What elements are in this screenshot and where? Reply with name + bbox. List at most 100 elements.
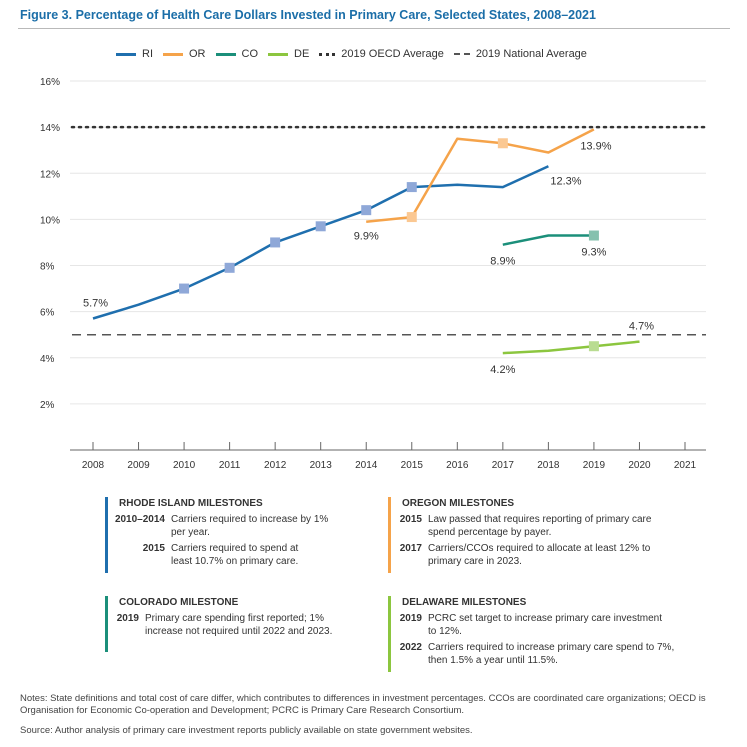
y-tick-label: 16% (40, 77, 60, 88)
legend-or-swatch (163, 52, 183, 56)
y-tick-label: 12% (40, 169, 60, 180)
or-milestone-1-year: 2015 (399, 514, 422, 525)
or-milestone-1-text: Law passed that requires reporting of pr… (428, 514, 652, 538)
ri-data-marker (179, 283, 190, 294)
ri-milestone-1-year: 2010–2014 (114, 514, 165, 525)
co-milestone-1-text: Primary care spending first reported; 1%… (145, 613, 333, 637)
ri-data-marker (224, 262, 235, 273)
data-label: 13.9% (580, 140, 611, 152)
ri-milestone-1-text: Carriers required to increase by 1% per … (171, 514, 329, 538)
ri-data-marker (270, 237, 281, 248)
ri-series-line (92, 165, 549, 320)
de-milestone-1-year: 2019 (399, 613, 422, 624)
x-tick-label: 2009 (127, 460, 150, 471)
figure-title: Figure 3. Percentage of Health Care Doll… (20, 8, 596, 22)
or-data-marker (497, 138, 508, 149)
data-label: 8.9% (490, 256, 515, 268)
legend-de: DE (268, 48, 309, 60)
de-milestones-bar (388, 596, 391, 672)
or-milestone-2-text: Carriers/CCOs required to allocate at le… (428, 543, 651, 567)
legend-or-label: OR (189, 48, 206, 60)
co-milestones: COLORADO MILESTONE 2019 Primary care spen… (105, 596, 355, 652)
x-tick-label: 2010 (173, 460, 196, 471)
y-tick-label: 4% (40, 354, 55, 365)
x-tick-label: 2017 (492, 460, 515, 471)
y-tick-label: 10% (40, 215, 60, 226)
data-label: 9.3% (581, 247, 606, 259)
y-tick-label: 2% (40, 400, 55, 411)
or-data-marker (406, 212, 417, 223)
legend-national-label: 2019 National Average (475, 48, 587, 60)
ri-milestone-1: 2010–2014 Carriers required to increase b… (105, 513, 345, 539)
x-tick-label: 2015 (401, 460, 424, 471)
title-divider (18, 28, 730, 29)
or-milestone-1: 2015 Law passed that requires reporting o… (388, 513, 678, 539)
legend-ri: RI (116, 48, 153, 60)
y-tick-label: 14% (40, 123, 60, 134)
ri-milestone-2-text: Carriers required to spend at least 10.7… (171, 543, 299, 567)
data-label: 12.3% (550, 175, 581, 187)
x-tick-label: 2014 (355, 460, 378, 471)
ri-milestone-2: 2015 Carriers required to spend at least … (105, 542, 345, 568)
x-tick-label: 2016 (446, 460, 469, 471)
x-tick-label: 2012 (264, 460, 287, 471)
y-tick-label: 8% (40, 262, 55, 273)
de-milestones-heading: DELAWARE MILESTONES (402, 597, 527, 608)
co-milestone-1-year: 2019 (116, 613, 139, 624)
legend-or: OR (163, 48, 206, 60)
x-tick-label: 2008 (82, 460, 105, 471)
data-label: 4.2% (490, 364, 515, 376)
legend-oecd: 2019 OECD Average (319, 48, 444, 60)
ri-data-marker (406, 182, 417, 193)
ri-milestones: RHODE ISLAND MILESTONES 2010–2014 Carrier… (105, 497, 345, 573)
de-milestone-2-text: Carriers required to increase primary ca… (428, 642, 675, 666)
or-milestones-bar (388, 497, 391, 573)
legend-national-swatch (453, 53, 470, 55)
x-tick-label: 2013 (310, 460, 333, 471)
ri-milestones-heading: RHODE ISLAND MILESTONES (119, 498, 263, 509)
x-tick-label: 2011 (219, 460, 241, 471)
data-label: 9.9% (354, 231, 379, 243)
co-milestones-heading: COLORADO MILESTONE (119, 597, 239, 608)
data-label: 4.7% (629, 321, 654, 333)
chart-legend: RI OR CO DE 2019 OECD Average 2019 Natio… (116, 48, 597, 60)
figure-source: Source: Author analysis of primary care … (20, 725, 473, 736)
or-milestones: OREGON MILESTONES 2015 Law passed that re… (388, 497, 678, 573)
or-milestone-2-year: 2017 (399, 543, 422, 554)
legend-oecd-swatch (319, 52, 336, 56)
legend-oecd-label: 2019 OECD Average (341, 48, 444, 60)
x-tick-label: 2018 (537, 460, 560, 471)
x-tick-label: 2019 (583, 460, 606, 471)
or-series-line (366, 128, 595, 223)
de-series-line (502, 340, 640, 355)
ri-milestone-2-year: 2015 (142, 543, 165, 554)
legend-ri-label: RI (142, 48, 153, 60)
de-milestones: DELAWARE MILESTONES 2019 PCRC set target … (388, 596, 688, 672)
ri-data-marker (315, 221, 326, 232)
y-tick-label: 6% (40, 308, 55, 319)
line-chart: 2% 4% 6% 8% 10% 12% 14% 16% 2008 2009 2010 2011 2012… (40, 77, 708, 471)
ri-data-marker (361, 205, 372, 216)
or-milestones-heading: OREGON MILESTONES (402, 498, 515, 509)
legend-national: 2019 National Average (453, 48, 587, 60)
x-tick-label: 2021 (674, 460, 697, 471)
de-milestone-1-text: PCRC set target to increase primary care… (428, 613, 662, 637)
figure-notes: Notes: State definitions and total cost … (20, 693, 706, 716)
de-data-marker (588, 341, 599, 352)
co-series-line (502, 234, 594, 246)
or-milestone-2: 2017 Carriers/CCOs required to allocate a… (388, 542, 678, 568)
x-tick-label: 2020 (628, 460, 651, 471)
legend-de-label: DE (294, 48, 310, 60)
ri-milestones-bar (105, 497, 108, 573)
legend-ri-swatch (116, 52, 136, 56)
data-label: 5.7% (83, 298, 108, 310)
co-data-marker (588, 230, 599, 241)
de-milestone-1: 2019 PCRC set target to increase primary … (388, 612, 688, 638)
legend-co-swatch (215, 52, 236, 56)
legend-co: CO (215, 48, 259, 60)
co-milestones-bar (105, 596, 108, 652)
de-milestone-2-year: 2022 (399, 642, 422, 653)
legend-co-label: CO (241, 48, 259, 60)
co-milestone-1: 2019 Primary care spending first reported… (105, 612, 355, 638)
de-milestone-2: 2022 Carriers required to increase primar… (388, 641, 688, 667)
